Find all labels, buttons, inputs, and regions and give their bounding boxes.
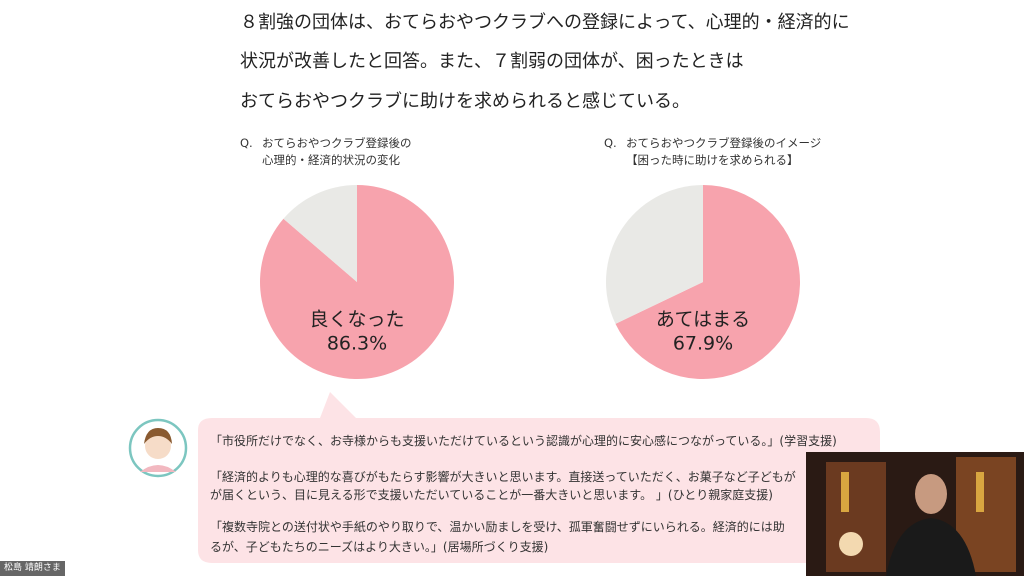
avatar-face — [145, 433, 171, 459]
chart-title: おてらおやつクラブ登録後の — [262, 136, 412, 150]
heading-line: ８割強の団体は、おてらおやつクラブへの登録によって、心理的・経済的に — [240, 12, 850, 33]
ornament — [976, 472, 984, 512]
comment: 「経済的よりも心理的な喜びがもたらす影響が大きいと思います。直接送っていただく、… — [210, 470, 796, 484]
person-head — [915, 474, 947, 514]
chart-title: 【困った時に助けを求められる】 — [626, 153, 799, 167]
heading-line: 状況が改善したと回答。また、７割弱の団体が、困ったときは — [240, 51, 744, 72]
comment: るが、子どもたちのニーズはより大きい。」(居場所づくり支援) — [210, 540, 549, 554]
ornament — [841, 472, 849, 512]
participant-name: 松島 靖朗さま — [0, 561, 65, 576]
slice-value: 67.9% — [673, 333, 733, 355]
pie-slice — [615, 185, 800, 379]
question-mark: Q. — [604, 136, 617, 150]
speech-bubble — [198, 392, 880, 563]
pie-slice — [606, 185, 703, 324]
chart-title: 心理的・経済的状況の変化 — [262, 153, 400, 167]
altar — [826, 462, 886, 572]
slice-label: あてはまる — [656, 309, 750, 331]
slice-value: 86.3% — [327, 333, 387, 355]
heading-line: おてらおやつクラブに助けを求められると感じている。 — [240, 91, 690, 112]
comment: が届くという、目に見える形で支援いただいていることが一番大きいと思います。 」(… — [210, 488, 773, 502]
slice-label: 良くなった — [309, 309, 404, 331]
comment: 「複数寺院との送付状や手紙のやり取りで、温かい励ましを受け、孤軍奮闘せずにいられ… — [210, 520, 785, 534]
lantern — [839, 532, 863, 556]
chart-title: おてらおやつクラブ登録後のイメージ — [626, 136, 822, 150]
person-body — [886, 518, 976, 576]
avatar-body — [140, 465, 176, 472]
question-mark: Q. — [240, 136, 253, 150]
video-feed — [806, 452, 1024, 576]
comment: 「市役所だけでなく、お寺様からも支援いただけているという認識が心理的に安心感につ… — [210, 434, 837, 448]
avatar-hair — [144, 428, 172, 444]
pie-slice — [283, 185, 357, 282]
